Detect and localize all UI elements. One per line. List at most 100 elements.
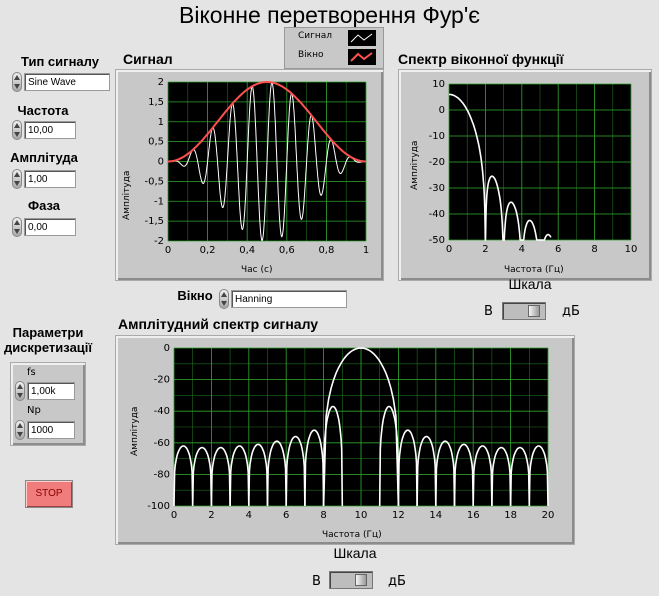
- frequency-control[interactable]: 10,00: [12, 120, 76, 140]
- series-window-line: [168, 81, 366, 163]
- series-signal-line: [168, 81, 366, 242]
- sampling-cluster: fs 1,00k Np 1000: [10, 362, 86, 446]
- window-spectrum-title: Спектр віконної функції: [398, 51, 564, 67]
- phase-control[interactable]: 0,00: [12, 217, 76, 237]
- x-tick-label: 0: [446, 244, 452, 255]
- signal-graph-panel: 0 0,2 0,4 0,6 0,8 1 2 1,5 1 0,5 0 -0,5 -1 -1,5 -2 Ампл…: [115, 69, 384, 281]
- y-tick-label: -0,5: [144, 176, 164, 187]
- amp-spectrum-panel: 0 2 4 6 8 10 12 14 16 18 20 0 -20 -40 -60 -80 -100 Амплі…: [115, 335, 575, 545]
- x-tick-label: 4: [519, 244, 525, 255]
- signal-y-label: Амплітуда: [122, 170, 132, 220]
- spectrum-lobe: [416, 435, 437, 507]
- amp-scale-toggle[interactable]: [329, 571, 373, 589]
- spectrum-lobe: [266, 440, 287, 507]
- amp-spectrum-title: Амплітудний спектр сигналу: [118, 316, 319, 332]
- legend-item-signal[interactable]: Сигнал: [285, 30, 383, 46]
- amplitude-input[interactable]: 1,00: [24, 170, 76, 188]
- amplitude-control[interactable]: 1,00: [12, 169, 76, 189]
- y-tick-label: -80: [154, 469, 170, 480]
- toggle-thumb-icon[interactable]: [528, 305, 540, 317]
- stop-button[interactable]: STOP: [25, 480, 73, 508]
- legend-item-window[interactable]: Вікно: [285, 49, 383, 65]
- spectrum-lobe: [304, 429, 325, 507]
- window-spectrum-panel: 0 2 4 6 8 10 10 0 -10 -20 -30 -40 -50 Амплітуда Част…: [398, 69, 652, 281]
- x-tick-label: 10: [625, 244, 638, 255]
- amp-spectrum-y-label: Амплітуда: [130, 406, 140, 456]
- window-scale-left-label: В: [484, 304, 493, 319]
- amp-scale-right-label: дБ: [388, 574, 406, 589]
- legend-window-swatch: [348, 49, 376, 65]
- y-tick-label: -30: [429, 183, 445, 194]
- y-tick-label: -2: [154, 236, 164, 247]
- series-window-spectrum-line: [449, 93, 552, 241]
- y-tick-label: -100: [147, 501, 170, 512]
- window-spectrum-x-label: Частота (Гц): [504, 265, 564, 275]
- x-tick-label: 12: [392, 510, 405, 521]
- legend-signal-swatch: [348, 30, 376, 46]
- y-tick-label: 1: [158, 117, 164, 128]
- signal-graph-title: Сигнал: [123, 51, 173, 67]
- increment-arrows-icon[interactable]: [15, 381, 25, 401]
- signal-graph: 0 0,2 0,4 0,6 0,8 1 2 1,5 1 0,5 0 -0,5 -1 -1,5 -2: [144, 77, 369, 256]
- x-tick-label: 6: [283, 510, 289, 521]
- spectrum-lobe: [435, 440, 456, 507]
- signal-type-control[interactable]: Sine Wave: [12, 72, 110, 92]
- increment-arrows-icon[interactable]: [12, 169, 22, 189]
- ring-spinner-icon[interactable]: [219, 289, 229, 309]
- frequency-label: Частота: [17, 103, 69, 118]
- fs-input[interactable]: 1,00k: [27, 382, 75, 400]
- fs-label: fs: [27, 367, 36, 378]
- np-control[interactable]: 1000: [15, 420, 75, 440]
- x-tick-label: 6: [555, 244, 561, 255]
- increment-arrows-icon[interactable]: [12, 120, 22, 140]
- ring-spinner-icon[interactable]: [12, 72, 22, 92]
- x-tick-label: 0,2: [200, 245, 216, 256]
- spectrum-lobe: [378, 405, 400, 507]
- x-tick-label: 8: [591, 244, 597, 255]
- increment-arrows-icon[interactable]: [12, 217, 22, 237]
- spectrum-lobe: [397, 429, 418, 507]
- increment-arrows-icon[interactable]: [15, 420, 25, 440]
- sampling-label: Параметри дискретизації: [3, 325, 93, 355]
- y-tick-label: -1: [154, 196, 164, 207]
- x-tick-label: 0,6: [279, 245, 295, 256]
- y-tick-label: -20: [154, 375, 170, 386]
- window-select-field[interactable]: Hanning: [231, 290, 347, 308]
- spectrum-lobe: [491, 446, 512, 507]
- signal-type-label: Тип сигналу: [21, 54, 99, 69]
- x-tick-label: 16: [467, 510, 480, 521]
- plot-legend: Сигнал Вікно: [284, 27, 384, 69]
- x-tick-label: 20: [542, 510, 555, 521]
- x-tick-label: 0: [171, 510, 177, 521]
- frequency-input[interactable]: 10,00: [24, 121, 76, 139]
- y-tick-label: -20: [429, 157, 445, 168]
- signal-x-label: Час (с): [241, 265, 273, 275]
- y-tick-label: -10: [429, 131, 445, 142]
- signal-type-field[interactable]: Sine Wave: [24, 73, 110, 91]
- window-select[interactable]: Hanning: [219, 289, 347, 309]
- amp-spectrum-x-label: Частота (Гц): [322, 530, 382, 540]
- x-tick-label: 2: [208, 510, 214, 521]
- window-scale-toggle[interactable]: [502, 302, 546, 320]
- y-tick-label: -40: [429, 209, 445, 220]
- window-spectrum-graph: 0 2 4 6 8 10 10 0 -10 -20 -30 -40 -50: [429, 79, 638, 255]
- x-tick-label: 4: [246, 510, 252, 521]
- fs-control[interactable]: 1,00k: [15, 381, 75, 401]
- y-tick-label: 10: [432, 79, 445, 90]
- spectrum-lobe: [472, 445, 493, 507]
- y-tick-label: -50: [429, 235, 445, 246]
- spectrum-lobe: [191, 446, 213, 507]
- y-tick-label: 0: [439, 105, 445, 116]
- legend-window-label: Вікно: [298, 50, 324, 60]
- np-input[interactable]: 1000: [27, 421, 75, 439]
- y-tick-label: -60: [154, 438, 170, 449]
- y-tick-label: 0: [164, 343, 170, 354]
- y-tick-label: -40: [154, 406, 170, 417]
- x-tick-label: 0,4: [239, 245, 255, 256]
- y-tick-label: 0,5: [148, 137, 164, 148]
- toggle-thumb-icon[interactable]: [355, 574, 367, 586]
- spectrum-lobe: [229, 445, 250, 507]
- legend-signal-label: Сигнал: [298, 31, 333, 41]
- spectrum-lobe: [509, 446, 531, 507]
- phase-input[interactable]: 0,00: [24, 218, 76, 236]
